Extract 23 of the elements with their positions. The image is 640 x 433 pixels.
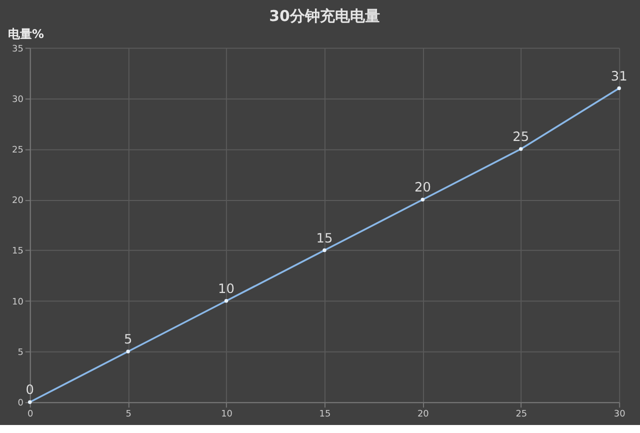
x-tick-label: 10	[221, 410, 233, 420]
x-tick-label: 5	[126, 410, 132, 420]
y-tick-label: 25	[12, 145, 24, 156]
data-label: 15	[316, 231, 333, 246]
data-label: 20	[414, 180, 431, 196]
y-tick-label: 15	[12, 246, 24, 257]
chart-title: 30分钟充电电量	[269, 6, 380, 25]
x-tick-label: 15	[319, 410, 331, 420]
x-tick-label: 20	[417, 410, 430, 420]
data-label: 31	[610, 69, 628, 84]
data-label: 10	[218, 282, 234, 297]
data-label: 25	[512, 130, 530, 146]
y-tick-label: 30	[12, 94, 24, 105]
x-tick-label: 25	[516, 410, 528, 420]
y-tick-label: 10	[12, 297, 24, 308]
y-axis-title: 电量%	[8, 26, 44, 41]
y-tick-label: 0	[18, 398, 24, 409]
data-label: 5	[124, 332, 132, 348]
x-tick-label: 0	[28, 410, 34, 420]
y-tick-label: 5	[18, 348, 24, 358]
x-tick-label: 30	[614, 410, 626, 420]
y-tick-label: 20	[12, 196, 24, 206]
y-tick-label: 35	[12, 44, 24, 54]
